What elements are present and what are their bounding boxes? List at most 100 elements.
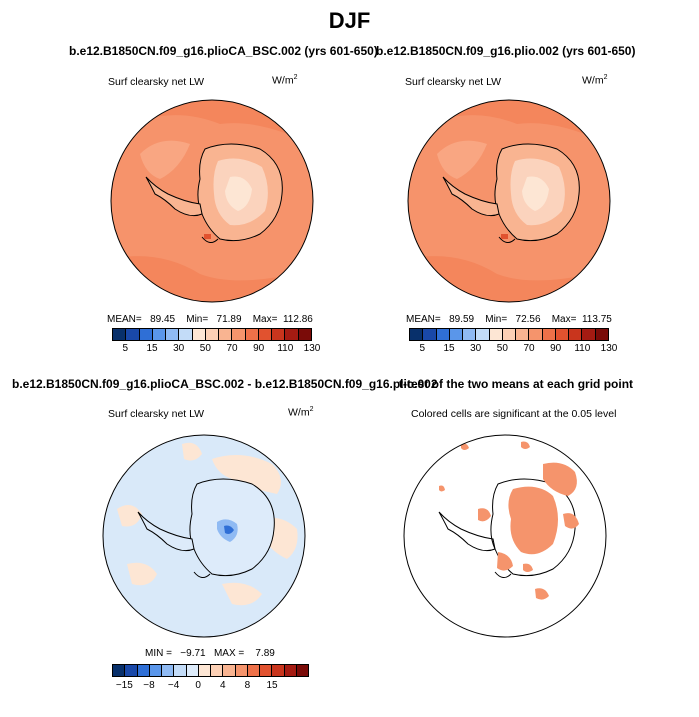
antarctic-peninsula [145,176,203,217]
colorbar-swatch [516,329,530,340]
colorbar-swatch [192,329,206,340]
colorbar-tick-label: 50 [496,343,508,354]
mean-label: MEAN= [107,314,142,325]
colorbar-swatch [162,665,175,676]
antarctic-peninsula [438,511,496,552]
max-value: 113.75 [581,314,612,325]
colorbar-swatch [476,329,490,340]
max-label: Max= [551,314,577,325]
colorbar-swatch [410,329,424,340]
min-label: Min= [485,314,508,325]
coastline-fragment [494,571,512,578]
antarctica-plateau [522,176,549,211]
ocean-patch [437,140,487,179]
panel-title-bottom-left: b.e12.B1850CN.f09_g16.plioCA_BSC.002 - b… [12,377,438,391]
coastline-fragment [193,571,211,578]
colorbar-tick-label: 4 [220,680,226,691]
colorbar-swatch [186,665,199,676]
colorbar-swatch [149,665,162,676]
warm-patch [204,234,211,239]
mean-value: 89.59 [449,314,475,325]
colorbar-swatch [139,329,153,340]
colorbar-swatch [223,665,236,676]
colorbar-tick-label: 5 [122,343,129,354]
colorbar-bottom-left [112,664,309,677]
colorbar-swatch [298,329,311,340]
colorbar-swatch [260,665,273,676]
colorbar-swatch [179,329,193,340]
colorbar-swatch [502,329,517,340]
blank-background [404,435,606,637]
colorbar-tick-label: 15 [443,343,455,354]
colorbar-swatch [284,665,297,676]
coastline-fragment [201,236,219,243]
main-title: DJF [328,8,371,33]
stats-bottom-left: MIN = −9.71 MAX = 7.89 [145,648,275,659]
antarctic-peninsula [137,511,195,552]
colorbar-tick-label: 5 [419,343,426,354]
colorbar-swatch [232,329,246,340]
colorbar-swatch [489,329,503,340]
colorbar-swatch [211,665,224,676]
min-label: Min= [186,314,209,325]
antarctica-plateau [225,176,252,211]
colorbar-tick-label: 30 [470,343,482,354]
colorbar-swatch [205,329,220,340]
mean-label: MEAN= [406,314,441,325]
colorbar-swatch [126,329,140,340]
colorbar-swatch [285,329,299,340]
colorbar-swatch [219,329,233,340]
colorbar-swatch [235,665,248,676]
colorbar-tick-label: 15 [266,680,278,691]
min-value: 72.56 [515,314,541,325]
panel-title-top-right: b.e12.B1850CN.f09_g16.plio.002 (yrs 601-… [376,44,636,58]
map-bottom-right [403,434,607,638]
significant-cells [439,441,579,600]
colorbar-swatch [436,329,450,340]
colorbar-swatch [258,329,273,340]
colorbar-top-left [112,328,312,341]
positive-anomaly [212,455,281,494]
positive-anomaly [117,505,142,527]
colorbar-tick-label: 50 [199,343,211,354]
colorbar-swatch [449,329,464,340]
colorbar-tick-label: 90 [550,343,562,354]
colorbar-tick-label: −15 [115,680,133,691]
colorbar-swatch [582,329,596,340]
variable-label-top-left: Surf clearsky net LW [108,76,205,88]
map-bottom-left [102,434,306,638]
colorbar-tick-label: 90 [253,343,265,354]
colorbar-swatch [272,665,285,676]
colorbar-swatch [423,329,437,340]
significance-note: Colored cells are significant at the 0.0… [411,408,617,420]
positive-anomaly [127,562,157,586]
units-label-top-left: W/m2 [272,74,298,87]
colorbar-swatch [569,329,583,340]
stats-top-right: MEAN= 89.59 Min= 72.56 Max= 113.75 [406,314,612,325]
colorbar-swatch [113,665,126,676]
colorbar-swatch [296,665,308,676]
colorbar-tick-label: 70 [523,343,535,354]
colorbar-swatch [555,329,570,340]
colorbar-swatch [595,329,608,340]
mean-value: 89.45 [150,314,176,325]
units-label-top-right: W/m2 [582,74,608,87]
colorbar-swatch [152,329,167,340]
colorbar-swatch [166,329,180,340]
colorbar-tick-label: −4 [167,680,180,691]
variable-label-top-right: Surf clearsky net LW [405,76,502,88]
max-value: 112.86 [282,314,313,325]
colorbar-swatch [245,329,259,340]
positive-anomaly [222,582,262,606]
min-value: 71.89 [216,314,242,325]
min-label: MIN = [145,648,172,659]
max-label: Max= [252,314,278,325]
colorbar-top-right [409,328,609,341]
map-top-left [110,99,314,303]
ocean-patch [140,140,190,179]
colorbar-tick-label: 8 [244,680,251,691]
stats-top-left: MEAN= 89.45 Min= 71.89 Max= 112.86 [107,314,313,325]
colorbar-swatch [247,665,260,676]
colorbar-tick-label: 110 [574,343,591,354]
colorbar-tick-label: −8 [143,680,155,691]
